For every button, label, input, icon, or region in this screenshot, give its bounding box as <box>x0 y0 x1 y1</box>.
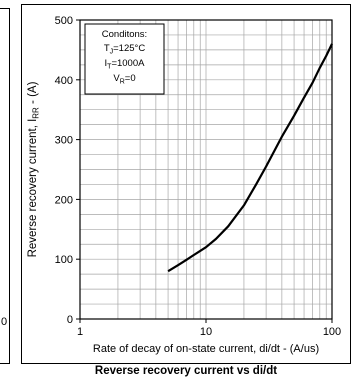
chart-caption: Reverse recovery current vs di/dt <box>21 365 351 377</box>
condition-vr: VR=0 <box>113 73 135 86</box>
y-tick-label: 200 <box>55 194 73 206</box>
conditions-box: Conditons: TJ=125°C IT=1000A VR=0 <box>85 24 164 94</box>
y-tick-label: 500 <box>55 15 73 27</box>
y-tick-label: 300 <box>55 135 73 147</box>
y-axis-label: Reverse recovery current, IRR - (A) <box>27 81 41 257</box>
x-axis-label: Rate of decay of on-state current, di/dt… <box>93 343 319 355</box>
conditions-title: Conditons: <box>102 29 147 40</box>
neighbor-tick-fragment: 0 <box>1 316 7 328</box>
y-tick-label: 400 <box>55 75 73 87</box>
neighbor-chart-frame <box>0 8 10 364</box>
y-tick-labels: 0 100 200 300 400 500 <box>55 15 80 326</box>
y-tick-label: 100 <box>55 254 73 266</box>
condition-it: IT=1000A <box>105 58 146 71</box>
series-line <box>168 44 332 271</box>
x-tick-labels: 1 10 100 <box>77 319 341 338</box>
x-tick-label: 10 <box>200 326 212 338</box>
x-tick-label: 100 <box>323 326 341 338</box>
chart-svg: 0 100 200 300 400 500 1 10 100 Conditons: TJ=12… <box>22 5 352 365</box>
y-tick-label: 0 <box>67 314 73 326</box>
neighbor-chart-edge: 0 <box>0 0 12 370</box>
x-tick-label: 1 <box>77 326 83 338</box>
chart-panel: 0 100 200 300 400 500 1 10 100 Conditons: TJ=12… <box>21 4 351 364</box>
series-group <box>168 44 332 271</box>
